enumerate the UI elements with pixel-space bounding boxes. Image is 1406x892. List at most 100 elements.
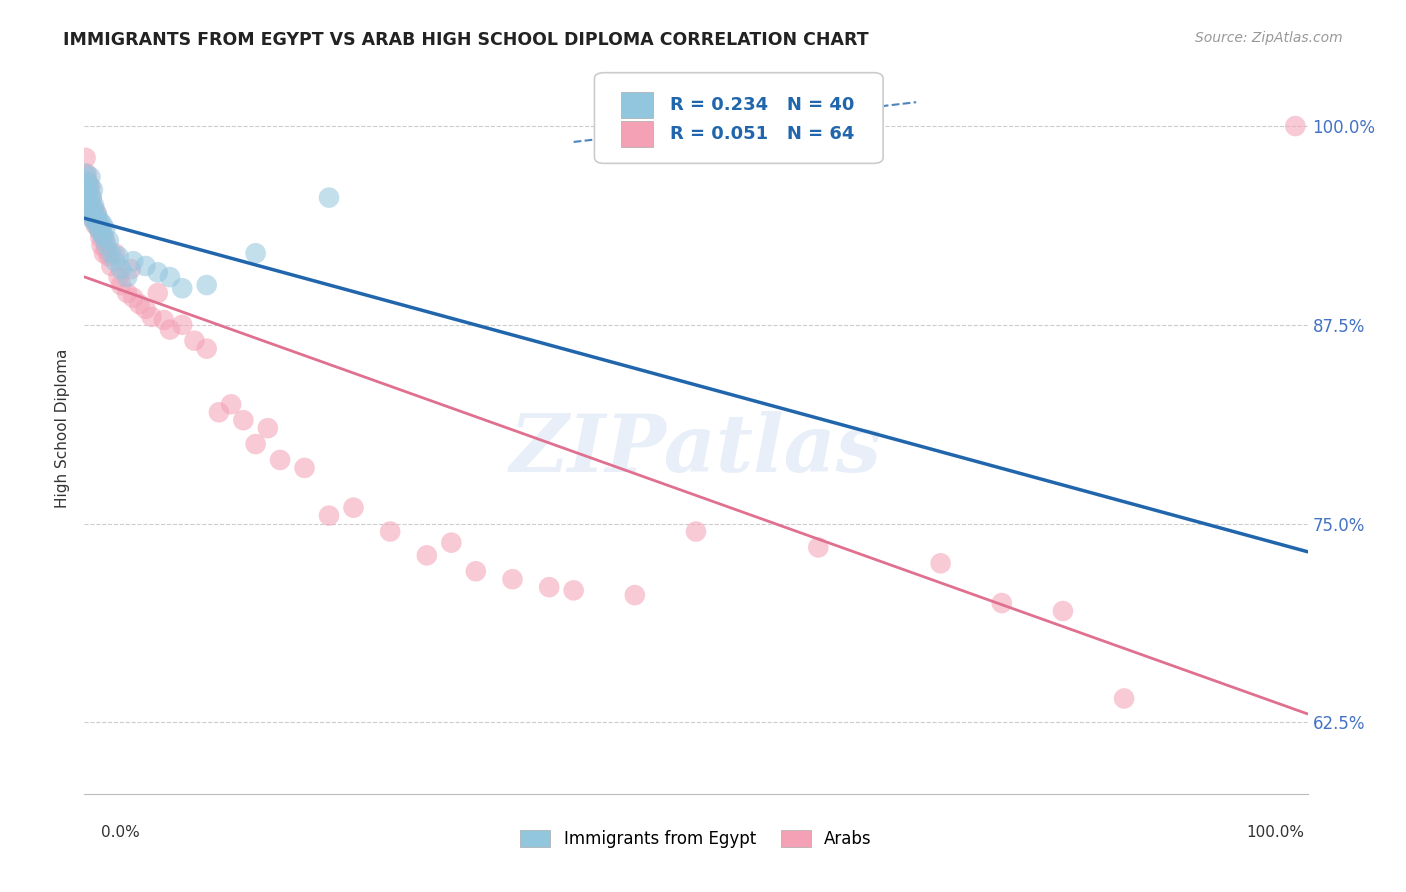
Point: [245, 437, 267, 451]
Point: [685, 524, 707, 539]
Point: [110, 262, 132, 277]
Point: [87, 211, 110, 226]
Point: [87, 222, 110, 236]
Point: [77, 206, 100, 220]
Point: [93, 246, 115, 260]
Point: [91, 227, 114, 242]
Point: [1052, 604, 1074, 618]
Point: [538, 580, 561, 594]
Point: [97, 234, 120, 248]
Point: [104, 254, 127, 268]
Point: [153, 313, 176, 327]
Point: [79, 179, 101, 194]
Point: [76, 175, 98, 189]
Point: [83, 202, 105, 216]
Point: [83, 198, 105, 212]
Text: ZIPatlas: ZIPatlas: [510, 411, 882, 489]
Point: [1284, 119, 1306, 133]
Point: [77, 198, 100, 212]
Point: [110, 278, 132, 293]
Bar: [621, 121, 654, 147]
Point: [82, 202, 104, 216]
Point: [89, 214, 111, 228]
Point: [79, 202, 101, 216]
Point: [245, 246, 267, 260]
Point: [77, 198, 100, 212]
Point: [294, 461, 316, 475]
Point: [82, 183, 104, 197]
Point: [257, 421, 280, 435]
Point: [75, 151, 97, 165]
Point: [624, 588, 647, 602]
Point: [80, 191, 103, 205]
Point: [107, 270, 129, 285]
Point: [77, 183, 100, 197]
Point: [77, 175, 100, 189]
Point: [172, 281, 194, 295]
Point: [115, 270, 138, 285]
Point: [115, 285, 138, 300]
Legend: Immigrants from Egypt, Arabs: Immigrants from Egypt, Arabs: [513, 823, 879, 855]
Point: [76, 167, 98, 181]
Text: R = 0.051   N = 64: R = 0.051 N = 64: [671, 125, 855, 143]
Point: [80, 211, 103, 226]
Y-axis label: High School Diploma: High School Diploma: [55, 349, 70, 508]
Point: [146, 265, 169, 279]
Point: [195, 342, 218, 356]
Text: R = 0.234   N = 40: R = 0.234 N = 40: [671, 95, 855, 114]
Point: [146, 285, 169, 300]
Point: [75, 183, 97, 197]
Point: [76, 186, 98, 200]
Point: [77, 186, 100, 200]
Point: [929, 557, 952, 571]
Text: IMMIGRANTS FROM EGYPT VS ARAB HIGH SCHOOL DIPLOMA CORRELATION CHART: IMMIGRANTS FROM EGYPT VS ARAB HIGH SCHOO…: [63, 31, 869, 49]
Point: [807, 541, 830, 555]
Point: [120, 262, 142, 277]
Point: [440, 535, 463, 549]
Point: [159, 270, 181, 285]
Point: [84, 218, 107, 232]
Point: [75, 183, 97, 197]
Point: [122, 254, 145, 268]
Point: [87, 222, 110, 236]
Point: [86, 218, 108, 232]
Point: [84, 214, 107, 228]
Text: 100.0%: 100.0%: [1247, 825, 1305, 840]
Point: [75, 167, 97, 181]
Point: [79, 195, 101, 210]
Point: [219, 397, 242, 411]
Point: [89, 230, 111, 244]
Point: [80, 191, 103, 205]
Point: [195, 278, 218, 293]
FancyBboxPatch shape: [595, 72, 883, 163]
Point: [991, 596, 1014, 610]
Point: [82, 211, 104, 226]
Point: [77, 206, 100, 220]
Point: [380, 524, 402, 539]
Point: [208, 405, 231, 419]
Point: [86, 206, 108, 220]
Point: [342, 500, 364, 515]
Point: [100, 246, 122, 260]
Point: [90, 238, 112, 252]
Point: [183, 334, 205, 348]
Point: [1114, 691, 1136, 706]
Point: [128, 297, 150, 311]
Point: [79, 169, 101, 184]
Point: [135, 259, 157, 273]
Point: [93, 230, 115, 244]
Point: [172, 318, 194, 332]
Point: [141, 310, 163, 324]
Point: [416, 549, 439, 563]
Point: [464, 564, 486, 578]
Point: [77, 179, 100, 194]
Point: [100, 259, 122, 273]
Point: [86, 206, 108, 220]
Point: [87, 214, 110, 228]
Point: [318, 508, 340, 523]
Point: [94, 222, 117, 236]
Point: [94, 234, 117, 248]
Point: [159, 322, 181, 336]
Point: [122, 291, 145, 305]
Text: Source: ZipAtlas.com: Source: ZipAtlas.com: [1195, 31, 1343, 45]
